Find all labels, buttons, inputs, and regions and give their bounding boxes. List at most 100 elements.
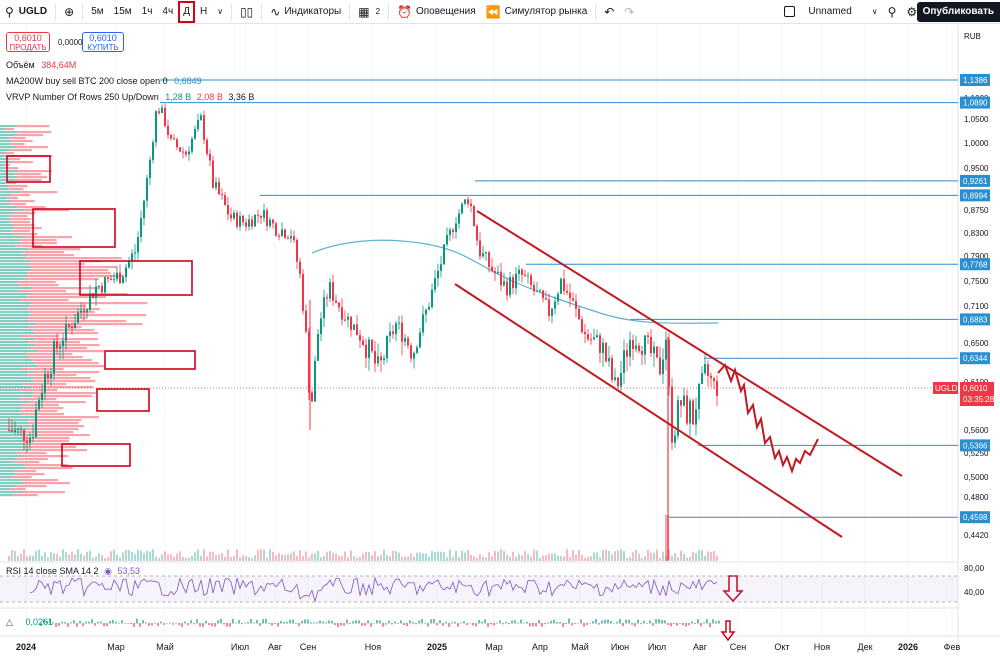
compare-button[interactable]: ⊕ xyxy=(59,0,79,24)
candle-body xyxy=(557,293,559,302)
layouts-button[interactable]: ▦ 2 xyxy=(353,0,385,24)
profile-down-row xyxy=(28,419,82,422)
interval-week[interactable]: Н xyxy=(199,6,208,17)
candle-body xyxy=(404,338,406,342)
profile-down-row xyxy=(20,299,69,302)
candle-body xyxy=(257,214,259,216)
profile-up-row xyxy=(0,494,14,497)
profile-down-row xyxy=(31,266,118,269)
undo-button[interactable]: ↶ xyxy=(599,0,619,24)
interval-dropdown[interactable]: ∨ xyxy=(212,0,228,24)
profile-up-row xyxy=(0,248,29,251)
candle-body xyxy=(308,331,310,393)
volume-bar xyxy=(473,556,475,561)
volume-bar xyxy=(212,551,214,561)
legend-macd[interactable]: △ 0,0261 xyxy=(6,617,53,628)
profile-up-row xyxy=(0,431,26,434)
profile-up-row xyxy=(0,272,28,275)
price-axis[interactable]: RUB1,10001,05001,00000,95000,90000,87500… xyxy=(933,32,995,597)
macd-bar xyxy=(403,623,405,626)
buy-button[interactable]: 0,6010 КУПИТЬ xyxy=(82,32,124,52)
channel-upper-line[interactable] xyxy=(476,210,903,477)
alerts-button[interactable]: ⏰ Оповещения xyxy=(392,0,481,24)
chart-type-button[interactable]: ▯▯ xyxy=(235,0,258,24)
profile-up-row xyxy=(0,203,9,206)
candle-body xyxy=(635,345,637,350)
horizontal-levels[interactable] xyxy=(0,79,958,518)
candle-body xyxy=(707,364,709,376)
interval-4h[interactable]: 4ч xyxy=(162,6,174,17)
annotation-rectangle[interactable] xyxy=(61,443,131,467)
candle-body xyxy=(59,346,61,349)
annotation-rectangle[interactable] xyxy=(32,208,116,248)
replay-button[interactable]: ⏪ Симулятор рынка xyxy=(481,0,593,24)
time-axis-label: Ноя xyxy=(365,642,382,652)
legend-rsi[interactable]: RSI 14 close SMA 14 2 ◉ 53,53 xyxy=(6,566,140,577)
forecast-path[interactable] xyxy=(717,363,819,475)
publish-button[interactable]: Опубликовать xyxy=(916,2,1000,22)
volume-bar xyxy=(26,556,28,561)
quick-search-button[interactable]: ⚲ xyxy=(883,0,902,24)
sell-button[interactable]: 0,6010 ПРОДАТЬ xyxy=(6,32,50,52)
candle-body xyxy=(209,153,211,161)
volume-bar xyxy=(569,556,571,561)
macd-bar xyxy=(154,622,156,624)
interval-15m[interactable]: 15м xyxy=(113,6,132,17)
drawings[interactable] xyxy=(6,155,903,642)
layouts-count: 2 xyxy=(375,7,381,16)
volume-bar xyxy=(500,549,502,561)
annotation-rectangle[interactable] xyxy=(104,350,196,370)
annotation-rectangle[interactable] xyxy=(6,155,51,183)
legend-volume[interactable]: Объём 384,64M xyxy=(6,60,76,70)
profile-down-row xyxy=(23,455,69,458)
volume-bar xyxy=(98,553,100,561)
profile-up-row xyxy=(0,260,31,263)
candle-body xyxy=(326,297,328,299)
settings-button[interactable]: ⚙ xyxy=(901,0,922,24)
time-axis[interactable]: 2024 Мар Май Июл Авг Сен Ноя 2025 Мар Апр Май Июн Ию… xyxy=(16,642,961,652)
volume-bar xyxy=(233,555,235,561)
down-arrow-annotation[interactable] xyxy=(722,575,744,603)
macd-bar xyxy=(436,623,438,626)
candle-body xyxy=(281,229,283,237)
profile-down-row xyxy=(33,392,96,395)
profile-up-row xyxy=(0,308,28,311)
vrvp-down: 2,08 B xyxy=(196,92,223,102)
candle-body xyxy=(632,340,634,350)
legend-ma[interactable]: MA200W buy sell BTC 200 close open 0 0,6… xyxy=(6,76,202,86)
layout-name-button[interactable]: Unnamed ∨ xyxy=(779,0,882,24)
volume-bar xyxy=(608,550,610,561)
candle-body xyxy=(344,319,346,321)
symbol-search[interactable]: ⚲ UGLD xyxy=(0,0,52,24)
profile-down-row xyxy=(18,290,67,293)
price-tick-label: 0,5250 xyxy=(964,449,989,458)
chart-canvas[interactable]: RUB1,10001,05001,00000,95000,90000,87500… xyxy=(0,25,1000,656)
annotation-rectangle[interactable] xyxy=(79,260,193,296)
interval-day[interactable]: Д xyxy=(178,0,195,23)
macd-bar xyxy=(298,623,300,627)
channel-lower-line[interactable] xyxy=(454,283,843,538)
candle-body xyxy=(347,316,349,320)
candle-body xyxy=(134,252,136,254)
volume-bar xyxy=(548,553,550,561)
interval-5m[interactable]: 5м xyxy=(91,6,104,17)
profile-down-row xyxy=(25,353,73,356)
macd-bar xyxy=(427,623,429,627)
legend-vrvp[interactable]: VRVP Number Of Rows 250 Up/Down 1,28 B 2… xyxy=(6,92,254,102)
volume-bar xyxy=(380,554,382,561)
indicators-button[interactable]: ∿ Индикаторы xyxy=(265,0,346,24)
profile-down-row xyxy=(30,443,88,446)
macd-bar xyxy=(208,623,210,626)
annotation-rectangle[interactable] xyxy=(96,388,150,412)
candle-body xyxy=(86,309,88,313)
redo-button[interactable]: ↷ xyxy=(619,0,639,24)
interval-1h[interactable]: 1ч xyxy=(141,6,153,17)
profile-down-row xyxy=(4,152,15,155)
volume-bar xyxy=(110,551,112,561)
macd-bar xyxy=(697,619,699,624)
volume-bar xyxy=(53,553,55,561)
volume-bar xyxy=(443,552,445,561)
candle-body xyxy=(698,384,700,410)
candle-body xyxy=(302,273,304,311)
down-arrow-annotation[interactable] xyxy=(720,620,736,642)
